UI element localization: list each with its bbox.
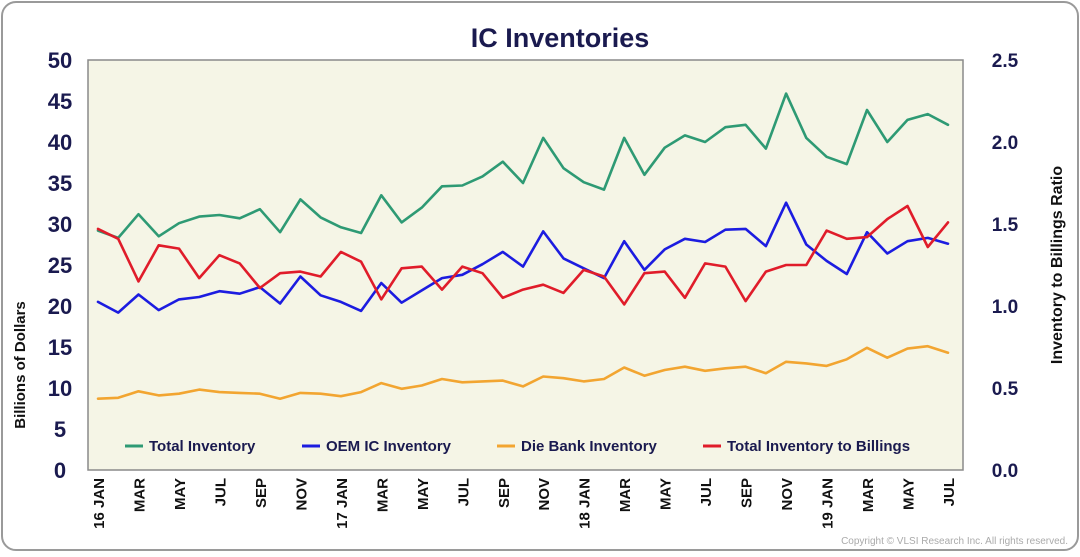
x-tick-label: 18 JAN	[577, 478, 594, 529]
right-axis-label: Inventory to Billings Ratio	[1049, 166, 1066, 364]
x-tick-label: MAR	[131, 478, 148, 512]
left-tick-label: 10	[48, 376, 72, 401]
left-tick-label: 0	[54, 458, 66, 483]
series-lines	[96, 92, 950, 401]
legend-label: OEM IC Inventory	[326, 438, 452, 455]
x-tick-label: JUL	[698, 478, 715, 506]
series-line-die-bank-inventory	[96, 344, 950, 401]
legend: Total Inventory OEM IC Inventory Die Bank …	[125, 438, 910, 455]
series-line-oem-ic-inventory	[96, 201, 950, 314]
x-tick-label: MAR	[617, 478, 634, 512]
x-tick-label: MAY	[901, 478, 918, 510]
right-axis-ticks: 0.0 0.5 1.0 1.5 2.0 2.5	[992, 51, 1019, 482]
copyright-text: Copyright © VLSI Research Inc. All right…	[841, 536, 1068, 547]
series-line-total-inventory	[96, 92, 950, 240]
left-tick-label: 5	[54, 417, 66, 442]
left-tick-label: 40	[48, 130, 72, 155]
series-line-total-inventory-to-billings	[96, 204, 950, 306]
left-tick-label: 45	[48, 89, 72, 114]
x-tick-label: SEP	[496, 478, 513, 508]
left-tick-label: 50	[48, 48, 72, 73]
right-tick-label: 1.0	[992, 297, 1018, 318]
right-tick-label: 0.0	[992, 461, 1018, 482]
x-tick-label: MAY	[415, 478, 432, 510]
x-axis-ticks: 16 JAN MAR MAY JUL SEP NOV 17 JAN MAR MAY JUL SEP N…	[91, 478, 958, 529]
right-tick-label: 0.5	[992, 379, 1019, 400]
x-tick-label: 16 JAN	[91, 478, 108, 529]
right-tick-label: 2.0	[992, 133, 1018, 154]
x-tick-label: SEP	[253, 478, 270, 508]
left-tick-label: 15	[48, 335, 72, 360]
left-tick-label: 20	[48, 294, 72, 319]
right-tick-label: 1.5	[992, 215, 1019, 236]
x-tick-label: NOV	[293, 478, 310, 511]
left-axis-label: Billions of Dollars	[12, 301, 29, 429]
x-tick-label: 17 JAN	[334, 478, 351, 529]
right-tick-label: 2.5	[992, 51, 1019, 72]
x-tick-label: MAY	[658, 478, 675, 510]
x-tick-label: SEP	[739, 478, 756, 508]
chart-title: IC Inventories	[471, 23, 650, 53]
x-tick-label: JUL	[212, 478, 229, 506]
left-tick-label: 35	[48, 171, 72, 196]
x-tick-label: 19 JAN	[820, 478, 837, 529]
plot-area	[87, 59, 964, 471]
left-axis-ticks: 0 5 10 15 20 25 30 35 40 45 50	[48, 48, 72, 483]
legend-label: Total Inventory	[149, 438, 256, 455]
left-tick-label: 25	[48, 253, 72, 278]
x-tick-label: NOV	[779, 478, 796, 511]
left-tick-label: 30	[48, 212, 72, 237]
x-tick-label: MAR	[374, 478, 391, 512]
x-tick-label: MAY	[172, 478, 189, 510]
legend-label: Die Bank Inventory	[521, 438, 658, 455]
x-tick-label: JUL	[941, 478, 958, 506]
x-tick-label: JUL	[455, 478, 472, 506]
x-tick-label: MAR	[860, 478, 877, 512]
x-tick-label: NOV	[536, 478, 553, 511]
legend-label: Total Inventory to Billings	[727, 438, 910, 455]
